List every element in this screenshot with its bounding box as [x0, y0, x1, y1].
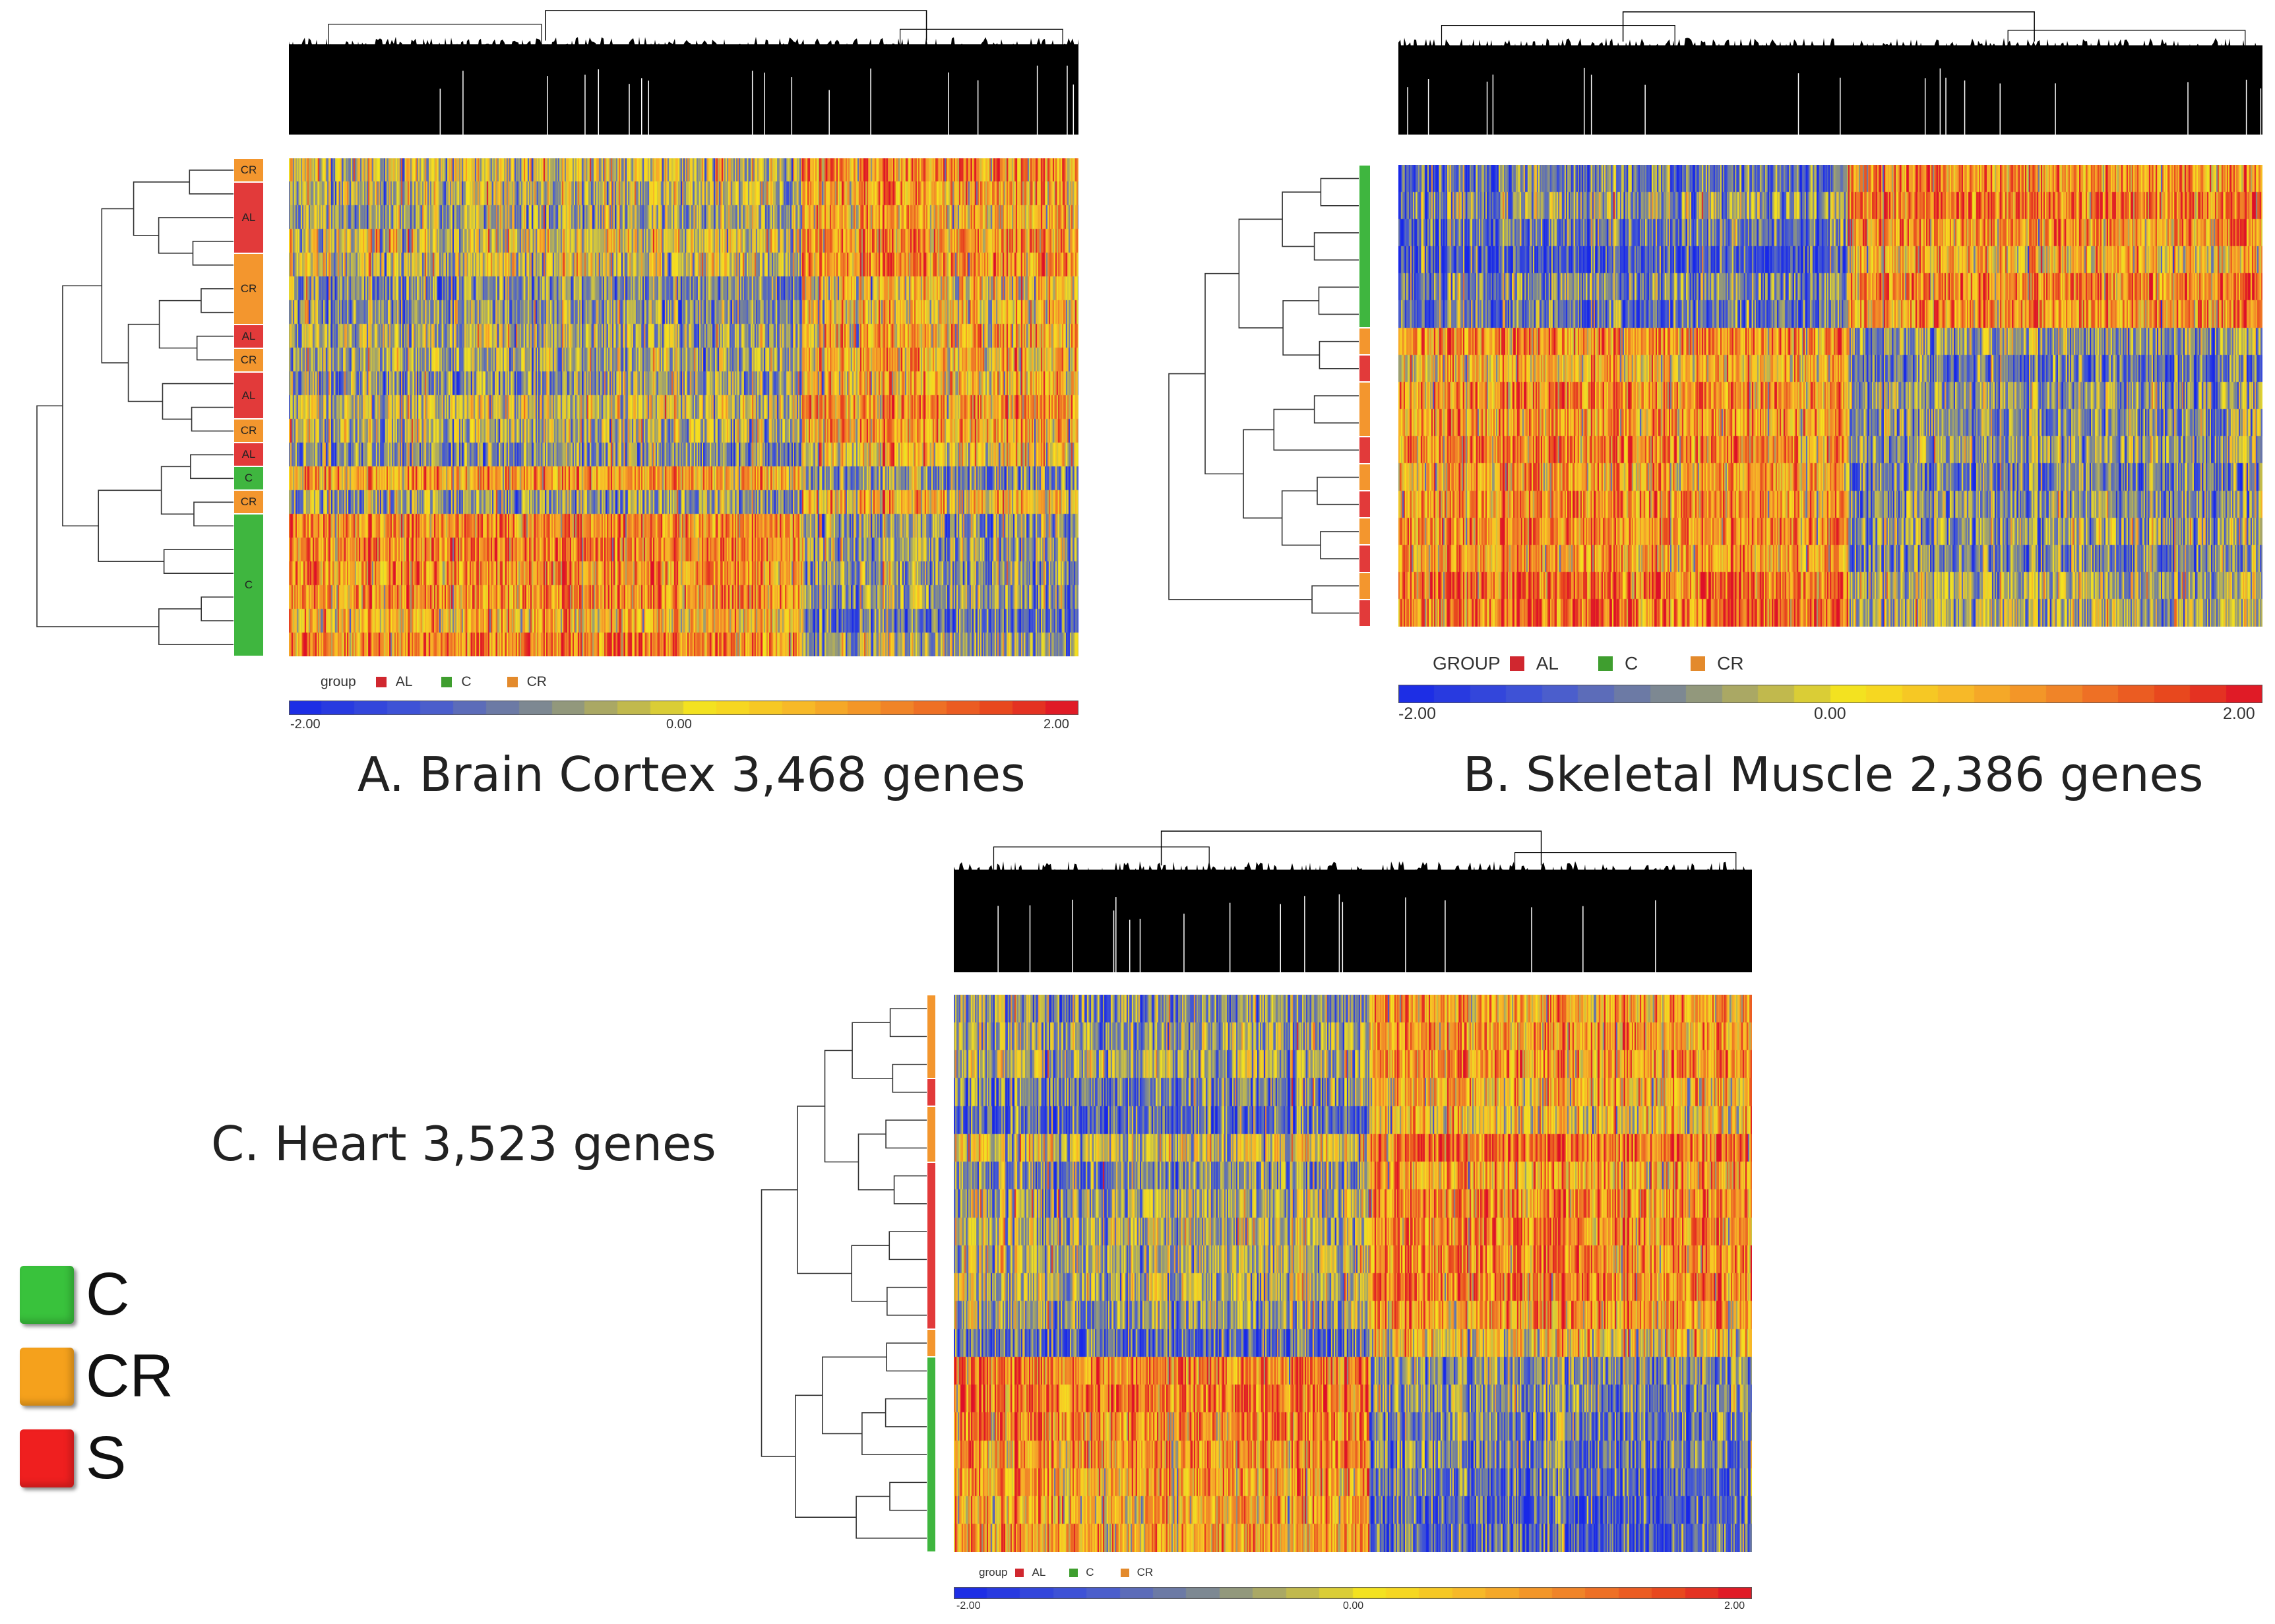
legend-swatch-cr-icon — [1120, 1568, 1129, 1577]
legend-label-cr: CR — [1717, 653, 1744, 673]
caption-b: B. Skeletal Muscle 2,386 genes — [1463, 747, 2204, 802]
group-cell-al — [1359, 436, 1371, 464]
legend-label-al: AL — [395, 674, 413, 689]
big-legend-cr: CR — [20, 1342, 173, 1411]
group-cell-al: AL — [234, 371, 264, 420]
legend-label-c: C — [461, 674, 472, 689]
legend-label-al: AL — [1536, 653, 1559, 673]
group-cell-al — [927, 1162, 936, 1329]
group-cell-cr — [1359, 328, 1371, 356]
orange-square-icon — [20, 1347, 74, 1406]
heatmap-c — [954, 995, 1752, 1552]
group-legend-a: group AL C CR — [321, 674, 547, 690]
big-legend-label-c: C — [86, 1261, 130, 1328]
group-cell-al — [1359, 599, 1371, 627]
legend-swatch-al-icon — [1509, 656, 1524, 671]
legend-label-c: C — [1624, 653, 1638, 673]
group-cell-cr — [1359, 518, 1371, 546]
color-scale-c — [954, 1587, 1752, 1599]
scale-min-c: -2.00 — [956, 1600, 981, 1611]
legend-swatch-al-icon — [375, 677, 387, 687]
caption-c: C. Heart 3,523 genes — [211, 1116, 716, 1171]
group-cell-al: AL — [234, 324, 264, 348]
heatmap-a — [289, 158, 1078, 656]
scale-min-b: -2.00 — [1398, 704, 1436, 723]
group-cell-cr — [1359, 382, 1371, 437]
legend-swatch-c-icon — [1069, 1568, 1078, 1577]
group-cell-cr — [927, 1329, 936, 1358]
row-dendrogram-a — [36, 170, 234, 645]
heatmap-b — [1398, 165, 2262, 627]
big-legend-label-cr: CR — [86, 1342, 173, 1410]
group-cell-al — [1359, 545, 1371, 573]
scale-max-c: 2.00 — [1724, 1600, 1745, 1611]
group-bar-b — [1359, 165, 1371, 627]
legend-swatch-cr-icon — [1691, 656, 1706, 671]
big-legend-c: C — [20, 1260, 129, 1329]
group-cell-cr: CR — [234, 490, 264, 515]
group-cell-c — [1359, 165, 1371, 328]
legend-title-c: group — [979, 1566, 1008, 1578]
group-cell-al — [1359, 355, 1371, 383]
group-cell-al: AL — [234, 181, 264, 253]
scale-mid-b: 0.00 — [1814, 704, 1846, 723]
caption-a: A. Brain Cortex 3,468 genes — [358, 747, 1026, 802]
legend-label-c: C — [1086, 1566, 1094, 1578]
row-dendrogram-c — [761, 1008, 927, 1539]
group-cell-cr — [927, 1106, 936, 1162]
group-cell-cr — [1359, 572, 1371, 600]
scale-max-b: 2.00 — [2223, 704, 2255, 723]
scale-mid-a: 0.00 — [666, 717, 692, 732]
legend-title-b: GROUP — [1433, 653, 1501, 673]
group-cell-al — [1359, 491, 1371, 518]
scale-mid-c: 0.00 — [1343, 1600, 1364, 1611]
group-cell-al — [927, 1078, 936, 1106]
column-dendrogram-b — [1398, 11, 2262, 135]
legend-label-al: AL — [1032, 1566, 1046, 1578]
legend-swatch-al-icon — [1015, 1568, 1024, 1577]
legend-swatch-c-icon — [441, 677, 452, 687]
row-dendrogram-b — [1168, 177, 1359, 614]
legend-swatch-c-icon — [1598, 656, 1613, 671]
group-cell-cr: CR — [234, 348, 264, 372]
group-cell-cr — [1359, 463, 1371, 491]
scale-min-a: -2.00 — [290, 717, 321, 732]
color-scale-b — [1398, 685, 2262, 703]
group-cell-al: AL — [234, 443, 264, 467]
group-legend-b: GROUP AL C CR — [1433, 653, 1744, 674]
column-dendrogram-a — [289, 10, 1078, 135]
group-bar-a: CR AL CR AL CR AL CR AL C CR C — [234, 158, 264, 656]
legend-title-a: group — [321, 674, 356, 689]
group-cell-cr — [927, 995, 936, 1078]
legend-swatch-cr-icon — [507, 677, 518, 687]
group-cell-c — [927, 1357, 936, 1552]
big-legend-s: S — [20, 1423, 126, 1493]
green-square-icon — [20, 1265, 74, 1324]
group-cell-c: C — [234, 466, 264, 491]
big-legend-label-s: S — [86, 1424, 127, 1491]
legend-label-cr: CR — [1137, 1566, 1154, 1578]
scale-max-a: 2.00 — [1044, 717, 1069, 732]
column-dendrogram-c — [954, 830, 1752, 972]
group-cell-cr: CR — [234, 158, 264, 182]
group-cell-cr: CR — [234, 419, 264, 443]
group-bar-c — [927, 995, 936, 1552]
group-cell-cr: CR — [234, 253, 264, 325]
legend-label-cr: CR — [526, 674, 547, 689]
red-square-icon — [20, 1429, 74, 1487]
group-cell-c: C — [234, 514, 264, 656]
color-scale-a — [289, 701, 1078, 715]
group-legend-c: group AL C CR — [979, 1566, 1153, 1579]
